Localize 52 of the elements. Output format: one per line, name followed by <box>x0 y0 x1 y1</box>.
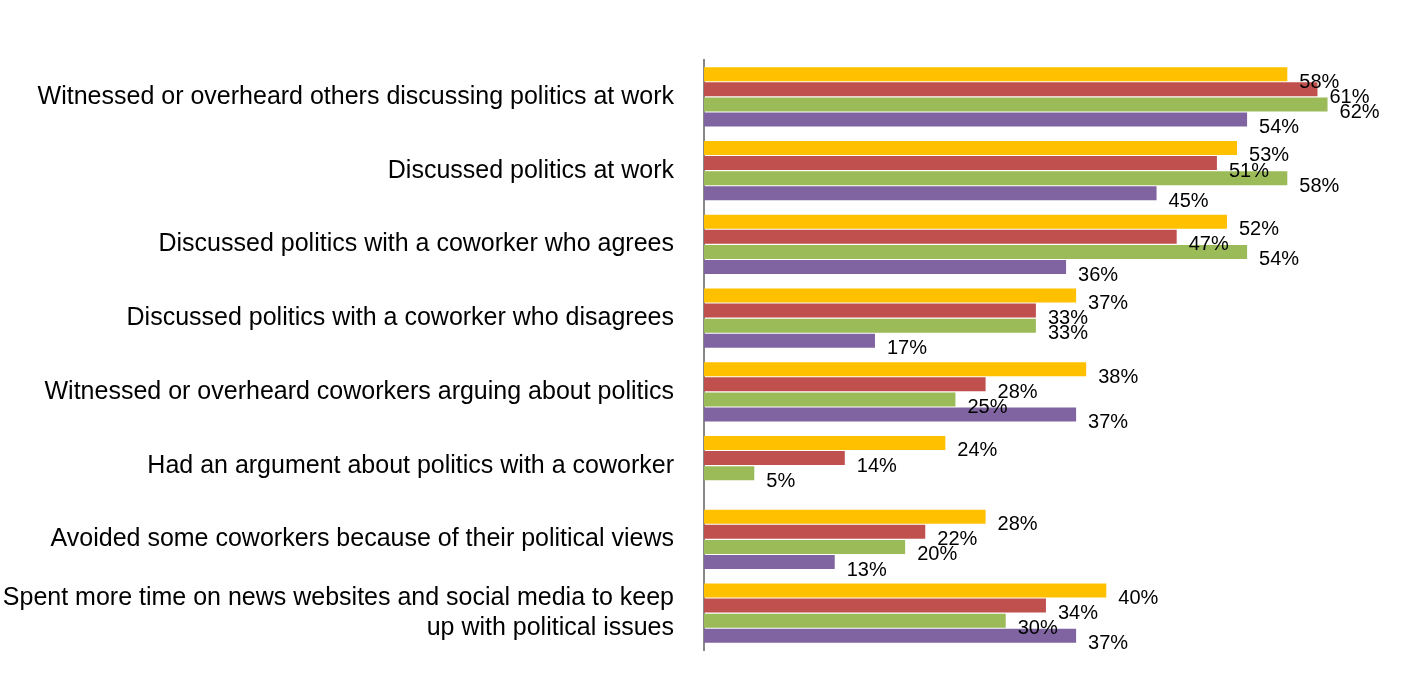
data-label: 54% <box>1259 247 1300 270</box>
data-label: 34% <box>1057 601 1099 624</box>
data-label: 40% <box>1118 585 1159 608</box>
data-label: 37% <box>1088 631 1129 654</box>
bar <box>704 318 1036 333</box>
bar <box>704 555 835 570</box>
y-tick-label: Witnessed or overheard others discussing politics at work <box>37 80 675 109</box>
bar <box>704 466 755 481</box>
data-label: 54% <box>1259 115 1300 138</box>
data-label: 37% <box>1088 410 1129 433</box>
y-tick-label: Discussed politics with a coworker who agrees <box>158 228 674 257</box>
bar <box>704 260 1067 275</box>
bar <box>704 583 1107 598</box>
bar <box>704 598 1046 613</box>
bar <box>704 140 1238 155</box>
data-label: 45% <box>1168 188 1209 211</box>
bar <box>704 303 1036 318</box>
data-label: 24% <box>957 438 998 461</box>
data-label: 28% <box>997 512 1038 535</box>
bar <box>704 613 1006 628</box>
bar <box>704 377 986 392</box>
y-tick-label: Spent more time on news websites and social media to keep up with political issues <box>2 582 674 641</box>
bar <box>704 333 875 348</box>
bar <box>704 524 926 539</box>
bar <box>704 67 1288 82</box>
bar <box>704 97 1328 112</box>
data-label: 38% <box>1098 364 1139 387</box>
data-label: 36% <box>1078 262 1119 285</box>
bar <box>704 186 1157 201</box>
y-tick-label: Had an argument about politics with a coworker <box>147 449 674 478</box>
bar <box>704 156 1217 171</box>
data-label: 13% <box>846 557 887 580</box>
bar <box>704 539 906 554</box>
bar <box>704 509 986 524</box>
y-tick-label: Witnessed or overheard coworkers arguing about politics <box>44 375 674 404</box>
data-label: 52% <box>1238 217 1280 240</box>
bar <box>704 435 946 450</box>
bar <box>704 112 1248 127</box>
data-label: 17% <box>886 336 928 359</box>
y-tick-label: Avoided some coworkers because of their political views <box>50 523 674 552</box>
y-tick-label: Discussed politics at work <box>387 154 675 183</box>
bar <box>704 214 1227 229</box>
bar <box>704 362 1087 377</box>
bar <box>704 392 956 407</box>
bar <box>704 451 845 466</box>
bar <box>704 229 1177 244</box>
data-label: 5% <box>766 468 796 491</box>
data-label: 14% <box>856 453 898 476</box>
data-label: 37% <box>1088 290 1129 313</box>
y-tick-label: Discussed politics with a coworker who disagrees <box>126 302 674 331</box>
data-label: 58% <box>1299 173 1340 196</box>
bar <box>704 288 1077 303</box>
